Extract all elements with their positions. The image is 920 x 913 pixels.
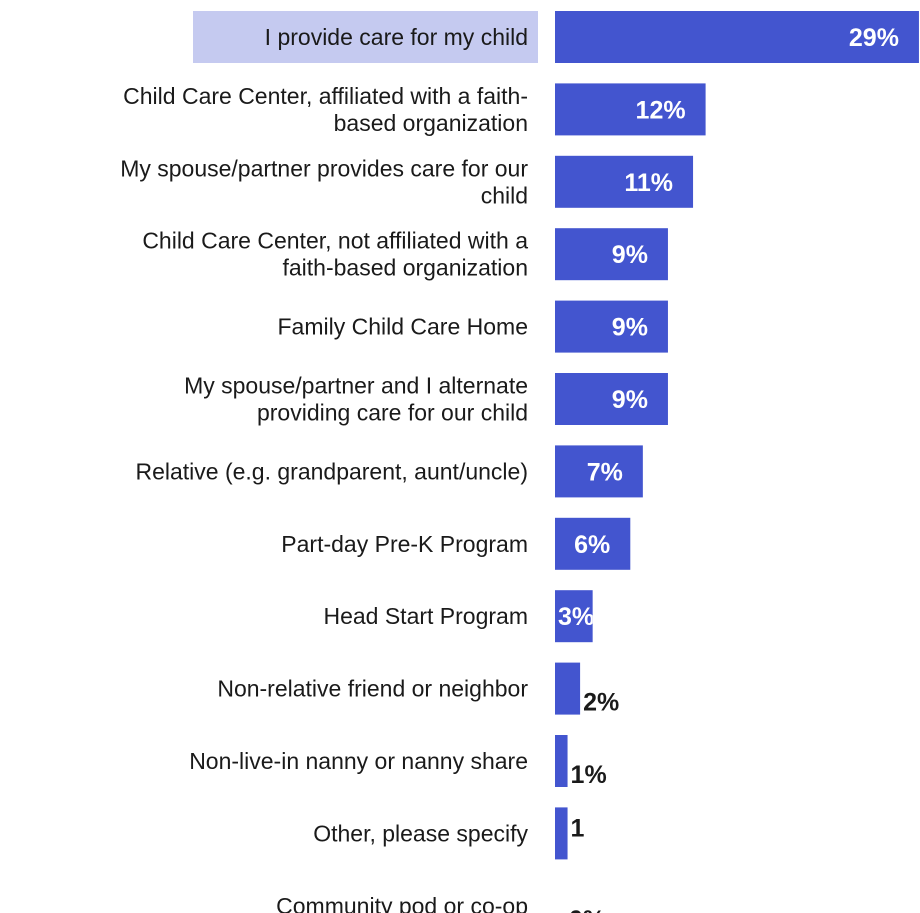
bar [555, 807, 568, 860]
value-label: 1% [571, 761, 607, 789]
category-label: Family Child Care Home [277, 314, 528, 340]
category-label: Head Start Program [323, 603, 528, 629]
category-label: Non-live-in nanny or nanny share [189, 748, 528, 774]
value-label: 12% [636, 96, 686, 124]
value-label: 3% [558, 603, 594, 631]
category-highlight [193, 11, 538, 63]
bar [555, 11, 919, 63]
category-label: Child Care Center, not affiliated with a… [142, 228, 528, 281]
bar [555, 445, 643, 498]
value-label: 1 [571, 814, 585, 842]
value-labels: 29% 12% 11% 9% 9% 9% 7% 6% 3% 2% 1% 1 0% [558, 24, 899, 913]
bar [555, 735, 568, 787]
category-label: Relative (e.g. grandparent, aunt/uncle) [135, 458, 528, 484]
category-labels: I provide care for my child Child Care Ce… [120, 24, 528, 913]
value-label: 0% [569, 906, 605, 913]
category-label: Non-relative friend or neighbor [217, 676, 528, 702]
value-label: 9% [612, 386, 648, 414]
value-label: 29% [849, 24, 899, 52]
bar [555, 373, 668, 425]
value-label: 9% [612, 241, 648, 269]
value-label: 6% [574, 531, 610, 559]
bars [555, 11, 919, 860]
category-label: Child Care Center, affiliated with a fai… [123, 83, 528, 136]
category-label: I provide care for my child [265, 24, 528, 50]
value-label: 11% [624, 169, 673, 197]
value-label: 7% [587, 458, 623, 486]
bar [555, 228, 668, 281]
highlight-layer [193, 11, 538, 63]
bar [555, 662, 581, 715]
bar [555, 517, 631, 570]
category-label: My spouse/partner and I alternate providi… [184, 373, 528, 426]
value-label: 9% [612, 314, 648, 342]
category-label: Part-day Pre-K Program [281, 531, 528, 557]
category-label: Community pod or co-op [276, 893, 528, 913]
bar [555, 300, 668, 353]
value-label: 2% [583, 689, 619, 717]
category-label: My spouse/partner provides care for our c… [120, 155, 528, 208]
bar [555, 83, 706, 136]
bar [555, 155, 694, 208]
bar [555, 590, 593, 643]
category-label: Other, please specify [313, 820, 528, 846]
